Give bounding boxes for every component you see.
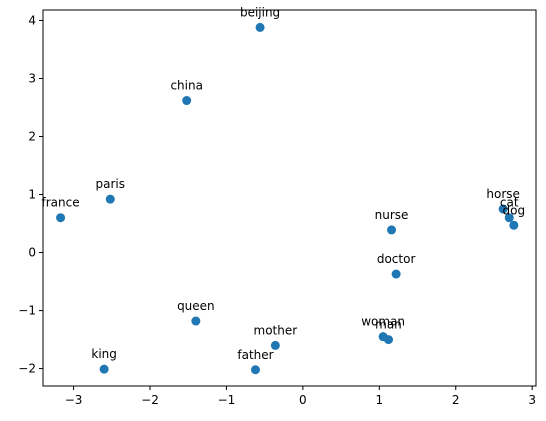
point-label-horse: horse xyxy=(486,187,520,201)
point-label-paris: paris xyxy=(96,177,126,191)
point-label-doctor: doctor xyxy=(377,252,416,266)
x-tick-label: −2 xyxy=(141,393,159,407)
data-point-cat xyxy=(504,213,514,223)
y-tick-label: 4 xyxy=(28,13,36,27)
axes-frame xyxy=(42,9,537,387)
data-point-beijing xyxy=(255,22,265,32)
y-tick-label: 3 xyxy=(28,71,36,85)
y-tick-label: −2 xyxy=(18,362,36,376)
x-axis: −3 −2 −1 0 1 2 3 xyxy=(65,386,536,407)
y-tick-label: 0 xyxy=(28,246,36,260)
point-label-woman: woman xyxy=(361,315,405,329)
x-tick-label: 2 xyxy=(452,393,460,407)
data-point-nurse xyxy=(387,225,397,235)
point-label-man: man xyxy=(375,318,402,332)
y-tick-label: 1 xyxy=(28,188,36,202)
data-point-china xyxy=(182,96,192,106)
data-point-doctor xyxy=(391,269,401,279)
y-tick-label: 2 xyxy=(28,129,36,143)
data-point-mother xyxy=(270,340,280,350)
data-point-king xyxy=(99,364,109,374)
point-label-beijing: beijing xyxy=(240,5,280,19)
x-tick-label: 0 xyxy=(299,393,307,407)
point-label-father: father xyxy=(237,348,273,362)
x-tick-label: 3 xyxy=(528,393,536,407)
point-label-queen: queen xyxy=(177,299,215,313)
point-label-mother: mother xyxy=(254,323,298,337)
data-point-dog xyxy=(509,220,519,230)
point-label-nurse: nurse xyxy=(375,208,409,222)
data-point-man xyxy=(383,335,393,345)
data-point-france xyxy=(56,213,66,223)
data-points xyxy=(56,22,519,375)
point-label-china: china xyxy=(170,79,203,93)
point-label-king: king xyxy=(91,347,117,361)
point-label-dog: dog xyxy=(503,203,526,217)
point-label-cat: cat xyxy=(500,196,519,210)
data-point-father xyxy=(250,365,260,375)
y-tick-label: −1 xyxy=(18,304,36,318)
data-point-horse xyxy=(498,204,508,214)
x-tick-label: 1 xyxy=(375,393,383,407)
point-label-france: france xyxy=(42,196,80,210)
x-tick-label: −1 xyxy=(218,393,236,407)
y-axis: −2 −1 0 1 2 3 4 xyxy=(18,13,43,376)
data-point-queen xyxy=(191,316,201,326)
data-point-paris xyxy=(105,194,115,204)
x-tick-label: −3 xyxy=(65,393,83,407)
